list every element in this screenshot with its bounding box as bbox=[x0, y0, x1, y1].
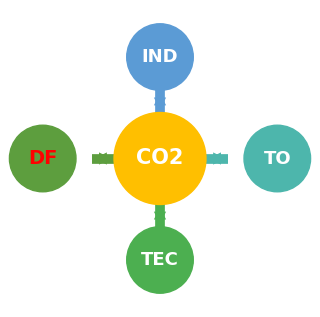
Text: IND: IND bbox=[142, 48, 178, 66]
Text: CO2: CO2 bbox=[136, 148, 184, 169]
Circle shape bbox=[244, 125, 311, 192]
Circle shape bbox=[114, 113, 206, 204]
Text: DF: DF bbox=[28, 149, 57, 168]
Circle shape bbox=[9, 125, 76, 192]
Text: TEC: TEC bbox=[141, 251, 179, 269]
Circle shape bbox=[127, 227, 193, 293]
Circle shape bbox=[127, 24, 193, 90]
Text: TO: TO bbox=[263, 150, 291, 167]
